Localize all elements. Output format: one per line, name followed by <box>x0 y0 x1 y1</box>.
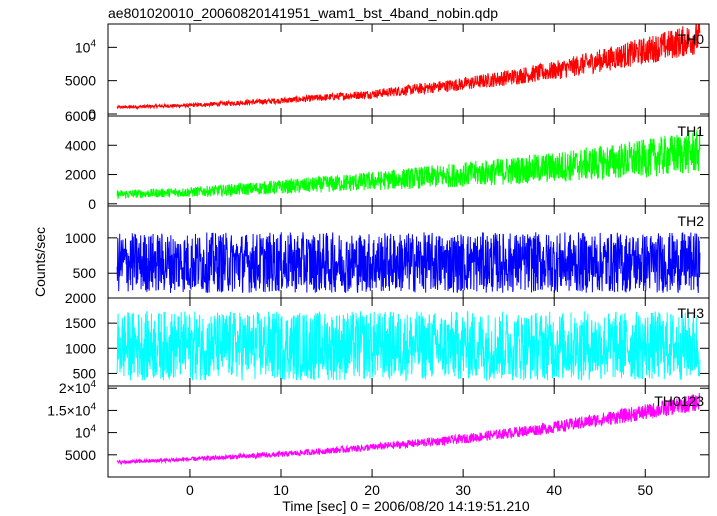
y-axis-title: Counts/sec <box>32 227 48 297</box>
y-tick-label: 2000 <box>65 290 96 306</box>
series-label-th3: TH3 <box>678 305 705 321</box>
series-label-th0: TH0 <box>678 31 705 47</box>
panel-frame <box>107 385 710 478</box>
chart-title: ae801020010_20060820141951_wam1_bst_4ban… <box>108 5 498 21</box>
panel-th0: 0 5000 104 TH0 <box>65 23 710 122</box>
panel-th3: 500 1000 1500 2000 TH3 <box>65 290 710 387</box>
y-tick-label: 2×104 <box>59 379 97 396</box>
panel-frame <box>107 23 710 117</box>
series-line-th1 <box>116 129 701 200</box>
x-tick-label: 20 <box>364 482 380 498</box>
y-tick-label: 104 <box>75 38 97 55</box>
panel-th1: 0 2000 4000 6000 TH1 <box>65 108 710 212</box>
y-tick-label: 6000 <box>65 108 96 124</box>
series-line-th2 <box>116 232 701 293</box>
panel-th0123: 5000 104 1.5×104 2×104 TH0123 <box>47 379 710 478</box>
series-line-th0123 <box>116 392 701 466</box>
y-tick-label: 500 <box>73 365 97 381</box>
x-axis: 0 10 20 30 40 50 <box>186 482 653 498</box>
x-tick-label: 40 <box>546 482 562 498</box>
panel-th2: 500 1000 TH2 <box>65 205 710 299</box>
x-tick-label: 50 <box>637 482 653 498</box>
y-tick-label: 2000 <box>65 167 96 183</box>
y-tick-label: 5000 <box>65 73 96 89</box>
y-tick-label: 4000 <box>65 137 96 153</box>
y-tick-label: 0 <box>88 196 96 212</box>
y-tick-label: 0 <box>88 106 96 122</box>
y-tick-label: 104 <box>75 424 97 441</box>
y-tick-label: 1500 <box>65 315 96 331</box>
series-label-th0123: TH0123 <box>654 393 704 409</box>
x-tick-label: 10 <box>273 482 289 498</box>
series-line-th0 <box>116 24 701 111</box>
y-tick-label: 500 <box>73 265 97 281</box>
series-label-th2: TH2 <box>678 213 705 229</box>
x-tick-label: 30 <box>455 482 471 498</box>
y-tick-label: 5000 <box>65 447 96 463</box>
y-tick-label: 1.5×104 <box>47 401 96 418</box>
y-tick-label: 1000 <box>65 340 96 356</box>
series-line-th3 <box>116 310 701 382</box>
y-tick-label: 1000 <box>65 230 96 246</box>
series-label-th1: TH1 <box>678 123 705 139</box>
x-tick-label: 0 <box>186 482 194 498</box>
x-axis-title: Time [sec] 0 = 2006/08/20 14:19:51.210 <box>282 498 530 514</box>
